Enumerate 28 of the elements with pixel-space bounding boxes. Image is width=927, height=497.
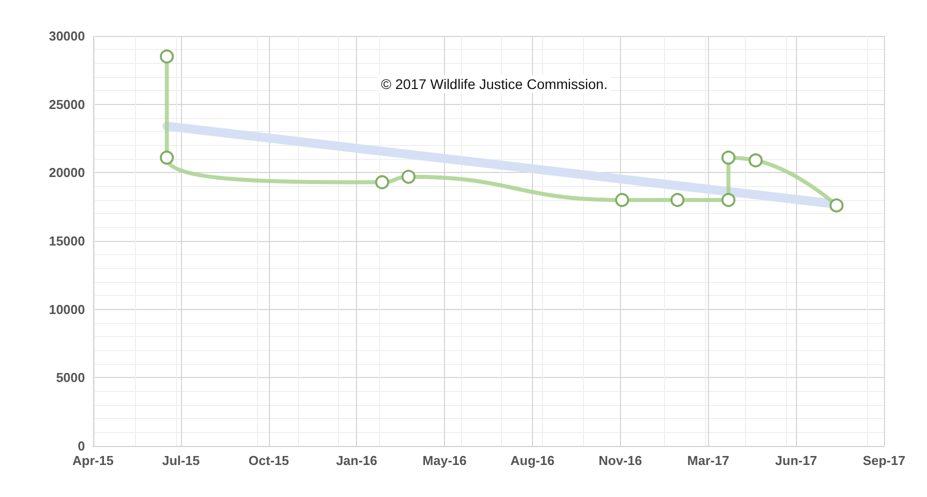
y-tick-label: 10000 [48,302,85,317]
y-tick-label: 15000 [48,234,85,248]
y-tick-label: 30000 [48,28,85,44]
y-tick-label: 0 [78,438,85,454]
point [615,193,630,207]
point [721,150,736,165]
annotation: © 2017 Wildlife Justice Commission. [381,76,608,92]
x-tick-label: Jul-15 [162,453,200,468]
x-tick-label: Aug-16 [510,453,554,468]
x-tick-label: Jun-17 [775,453,818,468]
x-tick-label: Oct-15 [248,453,290,468]
point [670,193,684,207]
y-tick-label: 5000 [56,370,85,386]
point [160,50,174,64]
x-tick-label: Jan-16 [336,453,378,468]
point [830,198,844,212]
x-tick-label: Nov-16 [598,453,642,468]
y-tick-label: 25000 [48,96,85,112]
y-tick-label: 20000 [48,165,85,180]
point [721,193,736,207]
x-tick-label: May-16 [422,453,467,468]
point [375,175,390,190]
point [748,153,763,168]
x-tick-label: Apr-15 [72,453,114,468]
point [160,150,174,165]
point [402,170,416,184]
x-tick-label: Sep-17 [862,453,906,468]
x-tick-label: Mar-17 [687,453,730,468]
